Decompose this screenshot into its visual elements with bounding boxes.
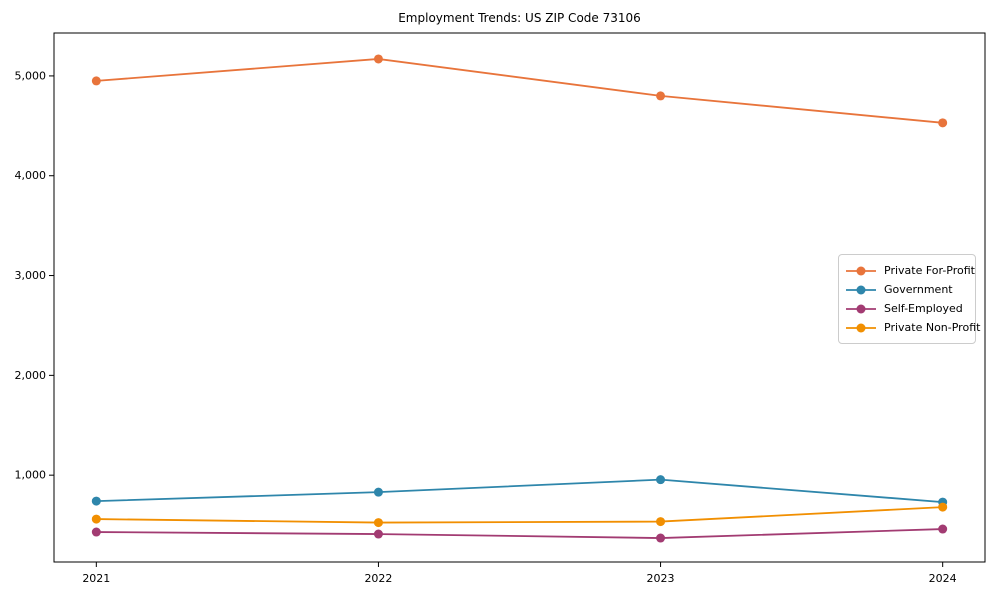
chart-legend: Private For-Profit Government Self-Employe… [838, 254, 980, 344]
legend-line-sample-private-non-profit [846, 323, 876, 332]
series-marker-private-non-profit [373, 518, 383, 528]
y-tick-label: 5,000 [15, 69, 47, 82]
legend-label-private-for-profit: Private For-Profit [884, 264, 975, 277]
chart-title: Employment Trends: US ZIP Code 73106 [398, 11, 641, 25]
y-tick-label: 4,000 [15, 169, 47, 182]
legend-label-self-employed: Self-Employed [884, 302, 963, 315]
legend-line-sample-self-employed [846, 304, 876, 313]
series-marker-government [656, 475, 666, 485]
legend-item-private-for-profit: Private For-Profit [845, 261, 975, 280]
series-marker-private-for-profit [938, 118, 948, 128]
series-marker-private-non-profit [656, 517, 666, 527]
legend-label-government: Government [884, 283, 953, 296]
x-tick-label: 2023 [647, 572, 675, 585]
plot-border [53, 32, 986, 563]
legend-item-government: Government [845, 280, 969, 299]
series-line-government [96, 478, 943, 504]
x-tick-label: 2022 [364, 572, 392, 585]
series-marker-government [91, 496, 101, 506]
series-marker-self-employed [656, 533, 666, 543]
series-line-private-for-profit [96, 58, 943, 124]
series-marker-private-for-profit [656, 91, 666, 101]
series-marker-private-non-profit [938, 502, 948, 512]
series-marker-government [373, 487, 383, 497]
series-marker-private-for-profit [91, 76, 101, 86]
series-marker-self-employed [373, 529, 383, 539]
series-marker-private-non-profit [91, 514, 101, 524]
legend-line-sample-private-for-profit [846, 266, 876, 275]
legend-item-private-non-profit: Private Non-Profit [845, 318, 980, 337]
legend-label-private-non-profit: Private Non-Profit [884, 321, 981, 334]
series-marker-private-for-profit [373, 54, 383, 64]
x-tick-label: 2024 [929, 572, 957, 585]
legend-item-self-employed: Self-Employed [845, 299, 969, 318]
series-marker-self-employed [938, 524, 948, 534]
x-tick-label: 2021 [82, 572, 110, 585]
series-line-self-employed [96, 528, 943, 539]
y-tick-label: 2,000 [15, 369, 47, 382]
y-tick-label: 3,000 [15, 269, 47, 282]
series-line-private-non-profit [96, 506, 943, 524]
series-marker-self-employed [91, 527, 101, 537]
legend-line-sample-government [846, 285, 876, 294]
y-tick-label: 1,000 [15, 469, 47, 482]
